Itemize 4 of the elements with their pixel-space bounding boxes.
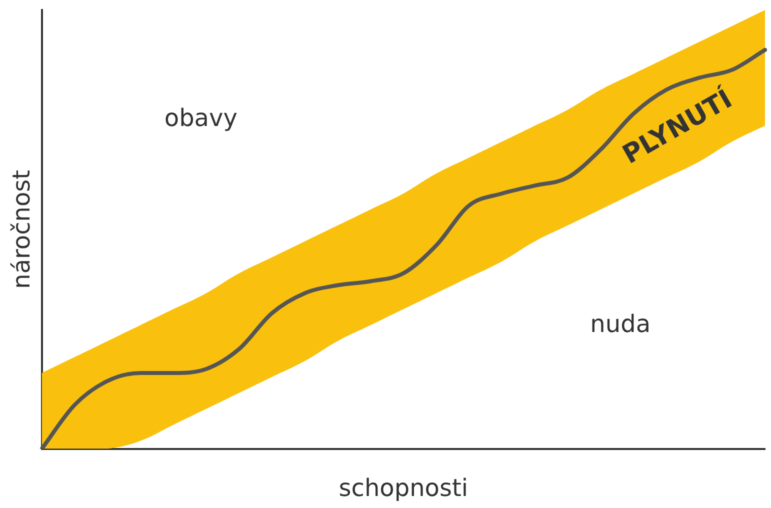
annotation: nuda <box>590 310 651 338</box>
y-axis-title: náročnost <box>8 170 36 289</box>
annotation: obavy <box>164 104 238 132</box>
x-axis-title: schopnosti <box>338 474 468 502</box>
